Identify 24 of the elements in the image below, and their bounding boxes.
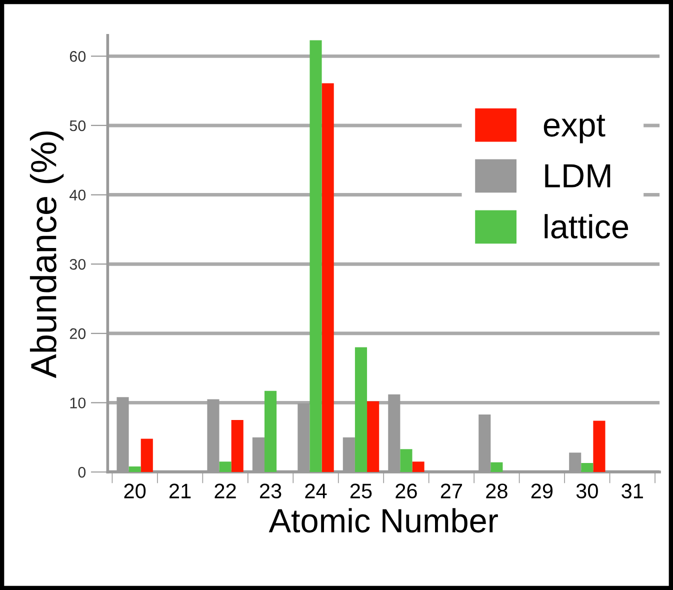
x-tick-label: 25 (350, 484, 372, 498)
legend-label: expt (544, 114, 606, 144)
x-tick-label: 21 (170, 484, 191, 498)
y-tick-label: 30 (70, 258, 86, 270)
y-axis-title: Abundance (%) (30, 131, 64, 378)
x-tick-label: 26 (396, 484, 417, 498)
y-tick-label: 50 (70, 120, 86, 132)
x-tick-label: 23 (260, 484, 282, 498)
x-tick-label: 27 (440, 484, 462, 498)
y-tick-label: 40 (70, 190, 86, 200)
x-tick-label: 31 (622, 484, 643, 498)
x-tick-label: 22 (214, 484, 236, 498)
x-tick-label: 24 (305, 484, 327, 498)
x-tick-label: 20 (124, 484, 146, 498)
legend-label: LDM (545, 164, 610, 188)
x-tick-label: 29 (531, 484, 553, 498)
y-tick-label: 60 (70, 51, 86, 62)
y-tick-label: 20 (70, 328, 86, 340)
y-tick-label: 10 (70, 398, 86, 408)
y-tick-label: 0 (78, 466, 86, 478)
x-axis-title: Atomic Number (268, 508, 498, 533)
legend-label: lattice (544, 214, 628, 239)
x-tick-label: 28 (486, 484, 508, 498)
x-tick-label: 30 (576, 484, 598, 498)
